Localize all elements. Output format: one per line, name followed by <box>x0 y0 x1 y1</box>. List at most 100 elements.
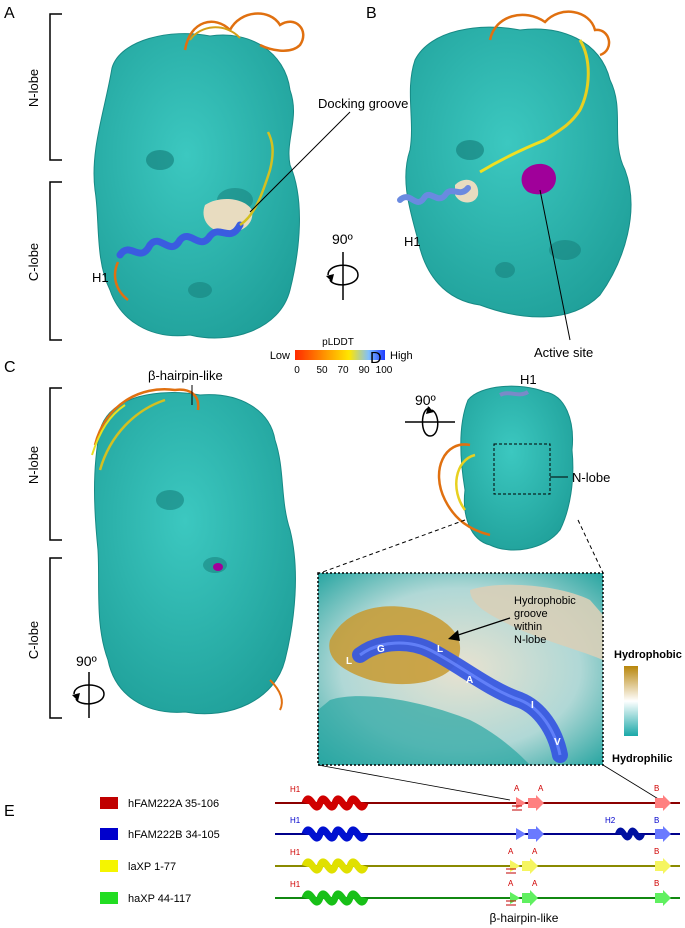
groove-label-line: groove <box>514 608 548 620</box>
a-mark: A <box>508 847 514 856</box>
helix-icon <box>615 827 645 841</box>
surface-pocket <box>146 150 174 170</box>
groove-arrowhead <box>448 630 460 641</box>
c-lobe-label: C-lobe <box>26 621 41 659</box>
row-name: haXP 44-117 <box>128 893 191 905</box>
strand-arrow <box>663 858 671 874</box>
scale-top-label: Hydrophobic <box>614 649 682 661</box>
a-mark: A <box>538 784 544 793</box>
rotation-label: 90º <box>332 231 353 247</box>
n-lobe-label: N-lobe <box>572 470 610 485</box>
h1-label: H1 <box>92 270 109 285</box>
topology-row-hfam222b: hFAM222B 34-105 H1 H2 B <box>100 816 680 842</box>
active-site-label: Active site <box>534 345 593 360</box>
legend-title: pLDDT <box>322 337 354 348</box>
plddt-legend: pLDDT Low High 0 50 70 90 100 <box>270 337 413 376</box>
row-name: hFAM222B 34-105 <box>128 829 220 841</box>
row-name: hFAM222A 35-106 <box>128 798 219 810</box>
panel-d-letter: D <box>370 350 382 367</box>
h1-mark: H1 <box>290 848 301 857</box>
strand-segment <box>455 453 476 511</box>
h1-mark: H1 <box>290 880 301 889</box>
helix-icon <box>301 890 369 906</box>
strand-arrow <box>663 826 671 842</box>
groove-label-line: N-lobe <box>514 634 546 646</box>
zoom-box <box>493 443 551 495</box>
groove-label-line: within <box>513 621 542 633</box>
row-swatch <box>100 860 118 872</box>
topology-row-hfam222a: hFAM222A 35-106 H1 A A B <box>100 784 680 811</box>
row-swatch <box>100 828 118 840</box>
legend-tick: 70 <box>337 365 349 376</box>
scale-bottom-label: Hydrophilic <box>612 753 673 765</box>
disordered-loop <box>488 10 611 57</box>
surface-ridge <box>470 584 603 660</box>
b-mark: B <box>654 784 659 793</box>
helix-icon <box>301 795 369 811</box>
active-site-patch <box>521 163 556 195</box>
residue-label: A <box>466 675 473 686</box>
legend-colorbar <box>295 350 385 360</box>
inset-connector <box>317 764 511 801</box>
panel-c: C N-lobe C-lobe β-hairpin-like 90º <box>4 359 296 719</box>
strand-body <box>522 861 530 871</box>
panel-c-letter: C <box>4 359 16 376</box>
strand-segment <box>239 131 274 227</box>
zoom-inset: L G L A I V Hydrophobic groove within N-… <box>317 572 604 766</box>
helix-icon <box>301 826 369 842</box>
strand-segment <box>479 138 546 174</box>
rotate-vertical-icon <box>326 252 359 300</box>
hairpin-bond <box>512 805 522 811</box>
panel-e-letter: E <box>4 803 15 820</box>
zoom-connector <box>319 519 466 574</box>
rotate-horizontal-icon <box>405 406 455 437</box>
strand-body <box>522 893 530 903</box>
residue-label: G <box>377 644 385 655</box>
strand-arrow <box>536 795 544 811</box>
disordered-loop <box>189 26 241 41</box>
protein-surface <box>460 385 574 551</box>
row-swatch <box>100 797 118 809</box>
panel-a: A N-lobe C-lobe H1 Docking groove <box>4 5 408 341</box>
helix-h1 <box>116 221 244 259</box>
strand-arrow <box>510 892 520 904</box>
hairpin-bond <box>506 868 516 874</box>
inset-frame <box>317 572 604 766</box>
topology-row-laxp: laXP 1-77 H1 A A B <box>100 847 680 874</box>
h1-label: H1 <box>404 234 421 249</box>
strand-segment <box>91 404 126 456</box>
disordered-loop <box>269 679 283 711</box>
groove-label-line: Hydrophobic <box>514 595 576 607</box>
hydrophobicity-colorbar <box>624 666 638 736</box>
strand-body <box>655 893 663 903</box>
strand-arrow <box>663 795 671 811</box>
topology-row-haxp: haXP 44-117 H1 A A B <box>100 879 680 906</box>
strand-body <box>655 829 663 839</box>
panel-e: E hFAM222A 35-106 H1 A A B hFAM222B 34-1… <box>4 764 680 925</box>
a-mark: A <box>532 847 538 856</box>
residue-label: V <box>554 737 561 748</box>
hairpin-bond <box>506 900 516 906</box>
c-lobe-bracket <box>49 181 62 341</box>
hydrophilic-region <box>318 696 530 765</box>
strand-body <box>655 798 663 808</box>
docking-groove-label: Docking groove <box>318 96 408 111</box>
helix-h1 <box>397 185 471 205</box>
residue-label: L <box>346 656 352 667</box>
legend-high: High <box>390 350 413 362</box>
row-swatch <box>100 892 118 904</box>
a-mark: A <box>532 879 538 888</box>
hairpin-label: β-hairpin-like <box>148 368 223 383</box>
n-lobe-label: N-lobe <box>26 446 41 484</box>
strand-segment <box>544 39 590 142</box>
disordered-loop <box>93 388 200 446</box>
c-lobe-bracket <box>49 557 62 719</box>
panel-d: D 90º H1 N-lobe L G L A I V <box>317 350 682 766</box>
legend-tick: 0 <box>294 365 300 376</box>
strand-segment <box>98 398 166 471</box>
surface-pocket <box>549 240 581 260</box>
disordered-loop <box>437 443 491 537</box>
legend-tick: 50 <box>316 365 328 376</box>
h1-mark: H1 <box>290 816 301 825</box>
